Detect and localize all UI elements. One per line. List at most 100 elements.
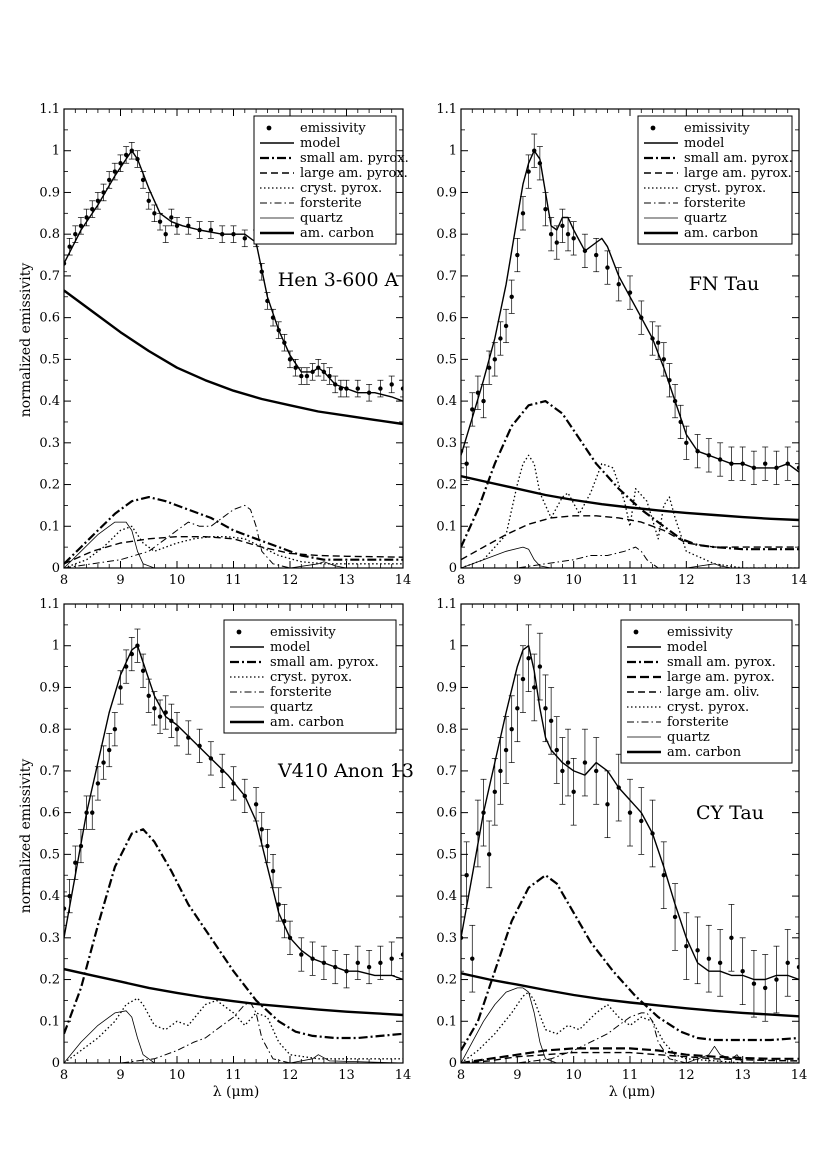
panel-fn-tau: 0 0.1 0.2 0.3 0.4 0.5 0.6 0.7 0.8 0.9 1 1.1 8 9 10 11 12… [436,102,807,588]
emissivity-point [310,369,315,375]
y-tick-label: 1 [52,144,60,159]
series-quartz [461,987,799,1063]
legend-label: model [300,136,340,151]
emissivity-point [231,231,236,237]
emissivity-point [672,398,678,404]
legend-label: model [684,136,724,151]
panel-title: Hen 3-600 A [278,269,399,291]
emissivity-point [695,948,700,953]
emissivity-point [123,152,129,158]
y-tick-label: 0.5 [39,847,60,862]
emissivity-point [582,248,588,254]
x-tick-label: 10 [565,1068,582,1083]
series-am-carbon [461,972,799,1018]
emissivity-point [208,227,214,233]
legend-label: emissivity [270,625,336,640]
legend-label: small am. pyrox. [667,655,776,670]
x-tick-label: 11 [622,1068,639,1083]
legend-label: quartz [684,211,727,226]
y-tick-label: 1.1 [39,102,60,117]
series-small-am-pyrox [461,400,799,551]
emissivity-point [464,873,469,878]
x-tick-label: 12 [678,573,695,588]
emissivity-point [751,465,757,471]
emissivity-point [486,852,492,857]
y-tick-label: 0.4 [39,889,60,904]
emissivity-point [785,960,790,966]
emissivity-point [321,960,327,966]
y-tick-label: 0.8 [436,722,457,737]
emissivity-point [208,756,214,761]
legend-label: cryst. pyrox. [667,700,749,715]
emissivity-point [293,365,298,370]
emissivity-point [661,873,666,878]
emissivity-point [565,231,571,237]
y-tick-label: 0.8 [39,227,60,242]
x-tick-label: 11 [622,573,639,588]
emissivity-point [157,714,163,719]
y-tick-label: 0.9 [436,185,457,200]
emissivity-point [146,198,151,203]
y-tick-label: 0.5 [39,352,60,367]
emissivity-point [135,156,140,162]
panel-cy-tau: 0 0.1 0.2 0.3 0.4 0.5 0.6 0.7 0.8 0.9 1 1.1 8 9 10 11 12… [436,597,807,1083]
series-forsterite [64,504,403,568]
y-tick-label: 0.5 [436,847,457,862]
emissivity-point [481,398,486,404]
legend-box [253,115,397,245]
emissivity-point [64,261,67,266]
x-tick-label: 14 [791,573,808,588]
emissivity-point [729,935,734,941]
y-tick-label: 0.2 [39,478,60,493]
emissivity-point [509,726,514,732]
emissivity-point [740,461,745,466]
emissivity-point [73,231,78,237]
y-tick-label: 0.1 [436,519,457,534]
emissivity-point [157,219,163,224]
emissivity-point [389,382,394,387]
x-tick-label: 14 [395,1068,412,1083]
x-tick-label: 9 [116,1068,124,1083]
emissivity-point [355,960,360,966]
emissivity-point [129,148,134,153]
x-tick-label: 10 [169,1068,186,1083]
emissivity-point [520,211,526,216]
emissivity-point [498,336,503,341]
legend-label: emissivity [300,121,366,136]
x-tick-label: 9 [513,1068,521,1083]
emissivity-point [503,323,509,329]
emissivity-point [197,743,202,749]
emissivity-point [112,726,118,732]
y-tick-label: 0.9 [436,680,457,695]
y-tick-label: 0.5 [436,352,457,367]
legend-label: large am. pyrox. [667,670,775,685]
y-tick-label: 1.1 [436,597,457,612]
emissivity-point [520,676,526,682]
series-forsterite [64,1002,403,1063]
y-tick-label: 0.2 [436,973,457,988]
series-quartz [64,521,403,568]
series-model [64,645,403,981]
series-am-carbon [461,475,799,522]
y-tick-label: 0.7 [436,764,457,779]
series-large-am-oliv [461,1051,799,1063]
emissivity-point [338,386,344,391]
x-axis-title-right: λ (μm) [609,1084,656,1100]
x-tick-label: 8 [60,1068,68,1083]
emissivity-point [486,365,492,370]
y-tick-label: 0 [52,1056,60,1071]
emissivity-point [400,952,403,957]
emissivity-point [605,265,610,270]
emissivity-point [270,868,276,874]
emissivity-point [554,240,559,245]
y-tick-label: 0.8 [436,227,457,242]
panel-title: FN Tau [689,273,760,295]
emissivity-point [90,810,95,815]
emissivity-point [163,710,168,715]
emissivity-point [174,223,180,229]
legend-label: large am. oliv. [667,685,760,700]
y-tick-label: 1.1 [39,597,60,612]
emissivity-point [197,227,202,233]
